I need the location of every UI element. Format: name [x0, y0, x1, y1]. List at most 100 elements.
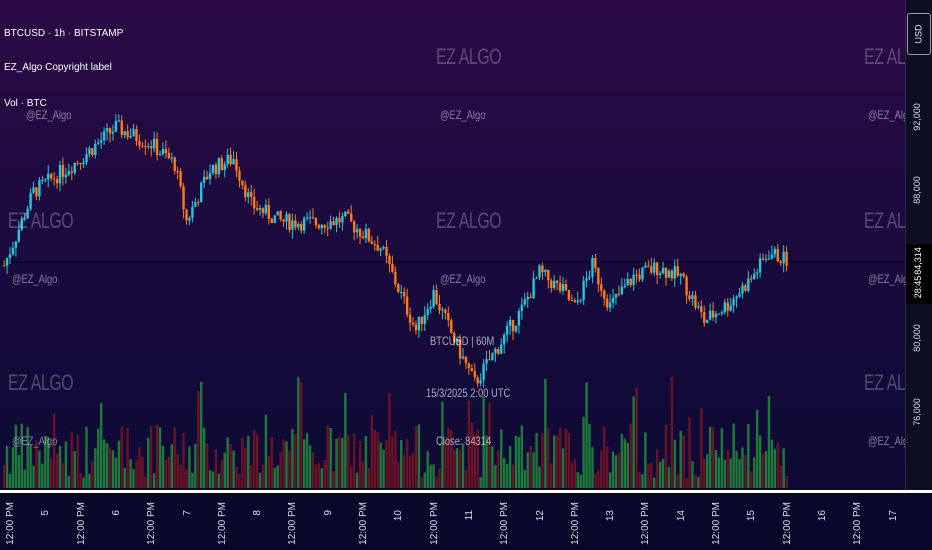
candle-body: [179, 171, 182, 187]
currency-button[interactable]: USD: [907, 13, 931, 55]
candle-body: [194, 202, 197, 207]
candle-body: [461, 356, 465, 359]
candle-body: [270, 218, 274, 224]
volume-bar: [41, 463, 44, 488]
volume-bar: [405, 439, 409, 488]
candle-body: [164, 149, 168, 154]
volume-bar: [267, 456, 271, 488]
volume-bar: [141, 456, 144, 488]
volume-bar: [344, 392, 347, 488]
volume-bar: [735, 451, 738, 488]
volume-bars: [2, 376, 788, 488]
volume-bar: [488, 402, 491, 488]
candle-body: [102, 131, 106, 141]
candle-body: [711, 310, 715, 318]
volume-bar: [553, 435, 556, 488]
candle-body: [629, 279, 632, 285]
candle-body: [126, 131, 129, 138]
candle-body: [508, 320, 512, 327]
candle-body: [376, 244, 379, 251]
candle-body: [394, 271, 397, 285]
candle-body: [341, 216, 344, 223]
volume-bar: [467, 400, 471, 488]
volume-bar: [697, 476, 700, 488]
volume-bar: [382, 449, 385, 488]
volume-bar: [482, 396, 485, 488]
candle-body: [426, 308, 429, 316]
volume-bar: [152, 473, 156, 488]
candle-body: [232, 159, 235, 165]
candle-body: [688, 295, 691, 299]
candle-body: [23, 218, 26, 220]
candle-body: [717, 313, 721, 315]
volume-bar: [758, 435, 762, 488]
watermark-small: @EZ_Algo: [868, 434, 914, 448]
candle-body: [49, 173, 53, 179]
volume-label: Vol · BTC: [4, 98, 47, 109]
volume-bar: [238, 474, 241, 488]
time-axis[interactable]: [0, 493, 932, 550]
candle-body: [420, 316, 424, 324]
volume-bar: [597, 470, 600, 488]
candle-body: [108, 128, 112, 134]
volume-bar: [767, 395, 771, 488]
volume-bar: [391, 436, 394, 488]
volume-bar: [423, 472, 426, 488]
candle-body: [167, 153, 171, 159]
candle-body: [2, 265, 6, 267]
candle-body: [782, 251, 785, 264]
volume-bar: [667, 466, 671, 488]
volume-bar: [105, 443, 109, 488]
time-tick-label: 17: [887, 510, 899, 522]
candle-body: [485, 359, 488, 364]
volume-bar: [576, 472, 579, 488]
volume-bar: [297, 377, 300, 488]
candle-body: [17, 229, 21, 242]
candle-body: [273, 215, 276, 224]
volume-bar: [473, 434, 476, 488]
candle-body: [111, 131, 115, 134]
price-chart[interactable]: [0, 0, 905, 490]
volume-bar: [508, 446, 512, 488]
candle-body: [176, 170, 179, 172]
tooltip-close: Close: 84314: [436, 434, 492, 448]
volume-bar: [194, 443, 197, 488]
candle-body: [655, 262, 659, 276]
candle-body: [479, 380, 482, 384]
price-tick: 80,000: [912, 324, 922, 352]
last-price-tag: 84,314 28:45: [906, 244, 932, 304]
volume-bar: [470, 422, 474, 488]
volume-bar: [558, 428, 562, 488]
volume-bar: [638, 471, 641, 488]
volume-bar: [335, 438, 338, 488]
volume-bar: [197, 391, 200, 488]
candle-body: [158, 153, 162, 155]
candle-body: [35, 187, 38, 197]
volume-bar: [291, 428, 294, 488]
volume-bar: [273, 467, 276, 488]
candle-body: [364, 228, 368, 239]
candle-body: [370, 241, 374, 244]
pane-separator: [0, 490, 932, 493]
candle-body: [755, 272, 759, 274]
volume-bar: [311, 452, 315, 488]
volume-bar: [700, 408, 703, 488]
volume-bar: [258, 472, 262, 488]
candle-body: [494, 348, 497, 354]
candle-body: [600, 284, 603, 291]
time-tick-label: 11: [463, 510, 475, 521]
currency-label: USD: [913, 24, 924, 44]
volume-bar: [55, 453, 59, 488]
candle-body: [152, 138, 156, 149]
candle-body: [347, 211, 350, 214]
volume-bar: [694, 474, 697, 488]
volume-bar: [438, 468, 441, 488]
candle-body: [70, 171, 73, 173]
candle-body: [58, 164, 62, 184]
volume-bar: [117, 440, 121, 488]
volume-bar: [73, 451, 76, 488]
volume-bar: [414, 426, 418, 488]
volume-bar: [20, 423, 23, 488]
volume-bar: [161, 445, 165, 488]
candle-body: [32, 187, 35, 193]
